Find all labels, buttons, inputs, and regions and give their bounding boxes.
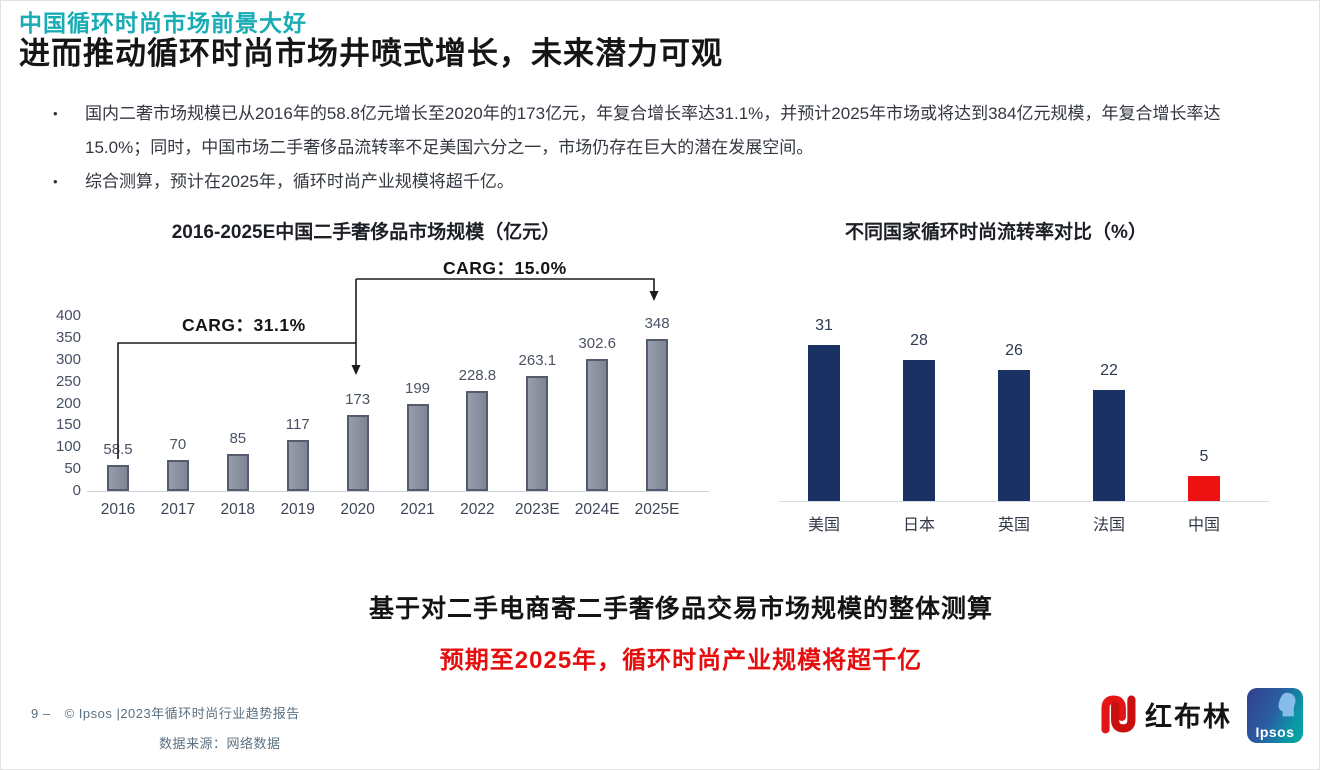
bar-value-label: 199 [404, 380, 431, 397]
bar [903, 360, 935, 501]
cagr-annotation-2020-2025: CARG：15.0% [443, 258, 567, 278]
bar-value-label: 302.6 [578, 335, 616, 352]
bullet-list: • 国内二奢市场规模已从2016年的58.8亿元增长至2020年的173亿元，年… [53, 97, 1238, 199]
bar [346, 415, 369, 491]
arrow-down-icon [351, 365, 361, 375]
bullet-item: • 综合测算，预计在2025年，循环时尚产业规模将超千亿。 [53, 165, 1238, 199]
conclusion-text: 基于对二手电商寄二手奢侈品交易市场规模的整体测算 [368, 595, 993, 623]
bar-value-label: 28 [910, 332, 928, 349]
bar [808, 345, 840, 501]
redbrand-logo-text: 红布林 [1145, 701, 1232, 732]
bar-value-label: 117 [285, 416, 310, 433]
bar-category-label: 2025E [634, 501, 680, 518]
left-chart-title: 2016-2025E中国二手奢侈品市场规模（亿元） [171, 222, 561, 243]
bar-value-label: 5 [1199, 448, 1209, 465]
bar-category-label: 2019 [280, 501, 315, 518]
page-title: 进而推动循环时尚市场井喷式增长，未来潜力可观 [19, 36, 723, 71]
y-axis-tick-label: 100 [55, 438, 81, 456]
right-chart-title: 不同国家循环时尚流转率对比（%） [845, 222, 1147, 243]
y-axis-tick-label: 0 [72, 482, 81, 499]
bar-category-label: 2018 [220, 501, 256, 518]
ipsos-head-icon [1278, 692, 1296, 717]
y-axis-tick-label: 250 [55, 372, 81, 390]
y-axis-tick-label: 200 [55, 394, 81, 412]
slide-eyebrow: 中国循环时尚市场前景大好 [19, 10, 307, 36]
bar-category-label: 2016 [100, 501, 136, 518]
footer-report-ref: 9 – © Ipsos |2023年循环时尚行业趋势报告 [31, 703, 300, 722]
bar-category-label: 2023E [514, 501, 560, 518]
bar [1093, 390, 1125, 501]
bar [646, 339, 669, 491]
bar-value-label: 228.8 [458, 367, 497, 384]
bullet-dot-icon: • [53, 174, 58, 189]
bar-category-label: 法国 [1092, 517, 1125, 534]
bar [1188, 476, 1220, 501]
y-axis-tick-label: 50 [64, 460, 81, 478]
cagr-annotation-2016-2020: CARG：31.1% [182, 315, 306, 335]
bar [406, 404, 429, 491]
bar-value-label: 26 [1005, 342, 1023, 359]
y-axis-tick-label: 300 [55, 350, 81, 368]
conclusion-highlight-text: 预期至2025年，循环时尚产业规模将超千亿 [439, 647, 923, 674]
bar-value-label: 263.1 [518, 352, 557, 369]
copyright-text: © Ipsos |2023年循环时尚行业趋势报告 [64, 706, 300, 721]
bar-category-label: 2024E [574, 501, 620, 518]
bar-value-label: 31 [815, 317, 833, 334]
ipsos-logo-text: Ipsos [1255, 724, 1295, 740]
bullet-item: • 国内二奢市场规模已从2016年的58.8亿元增长至2020年的173亿元，年… [53, 97, 1238, 165]
bullet-dot-icon: • [53, 106, 58, 121]
y-axis-tick-label: 150 [55, 416, 81, 434]
y-axis-tick-label: 400 [55, 307, 81, 324]
bar-category-label: 2021 [400, 501, 435, 518]
redbrand-logo: 红布林 [1095, 691, 1232, 737]
bar [166, 460, 189, 491]
arrow-down-icon [649, 291, 659, 301]
bar [526, 376, 549, 491]
bar [107, 465, 129, 491]
bar-category-label: 2020 [340, 501, 375, 518]
bar-category-label: 2017 [160, 501, 196, 518]
bar [286, 440, 309, 491]
bar-category-label: 英国 [997, 517, 1030, 534]
bar [466, 391, 489, 491]
bar [226, 454, 249, 491]
data-source-note: 数据来源：网络数据 [159, 736, 281, 751]
bar-category-label: 美国 [807, 517, 840, 534]
bar-value-label: 22 [1100, 362, 1118, 379]
redbrand-logo-mark-icon [1101, 695, 1136, 734]
bar [998, 370, 1030, 501]
ipsos-logo: Ipsos [1247, 688, 1303, 743]
bullet-text: 综合测算，预计在2025年，循环时尚产业规模将超千亿。 [85, 172, 514, 191]
right-chart-x-axis [779, 501, 1269, 502]
bar [586, 359, 609, 491]
left-chart-x-axis [87, 491, 709, 492]
page-number: 9 – [31, 706, 51, 721]
y-axis-tick-label: 350 [55, 328, 81, 346]
bullet-text: 国内二奢市场规模已从2016年的58.8亿元增长至2020年的173亿元，年复合… [85, 104, 1221, 157]
bar-category-label: 日本 [902, 517, 935, 534]
bar-category-label: 中国 [1187, 517, 1220, 534]
bar-value-label: 348 [644, 315, 670, 332]
bar-category-label: 2022 [460, 501, 495, 518]
